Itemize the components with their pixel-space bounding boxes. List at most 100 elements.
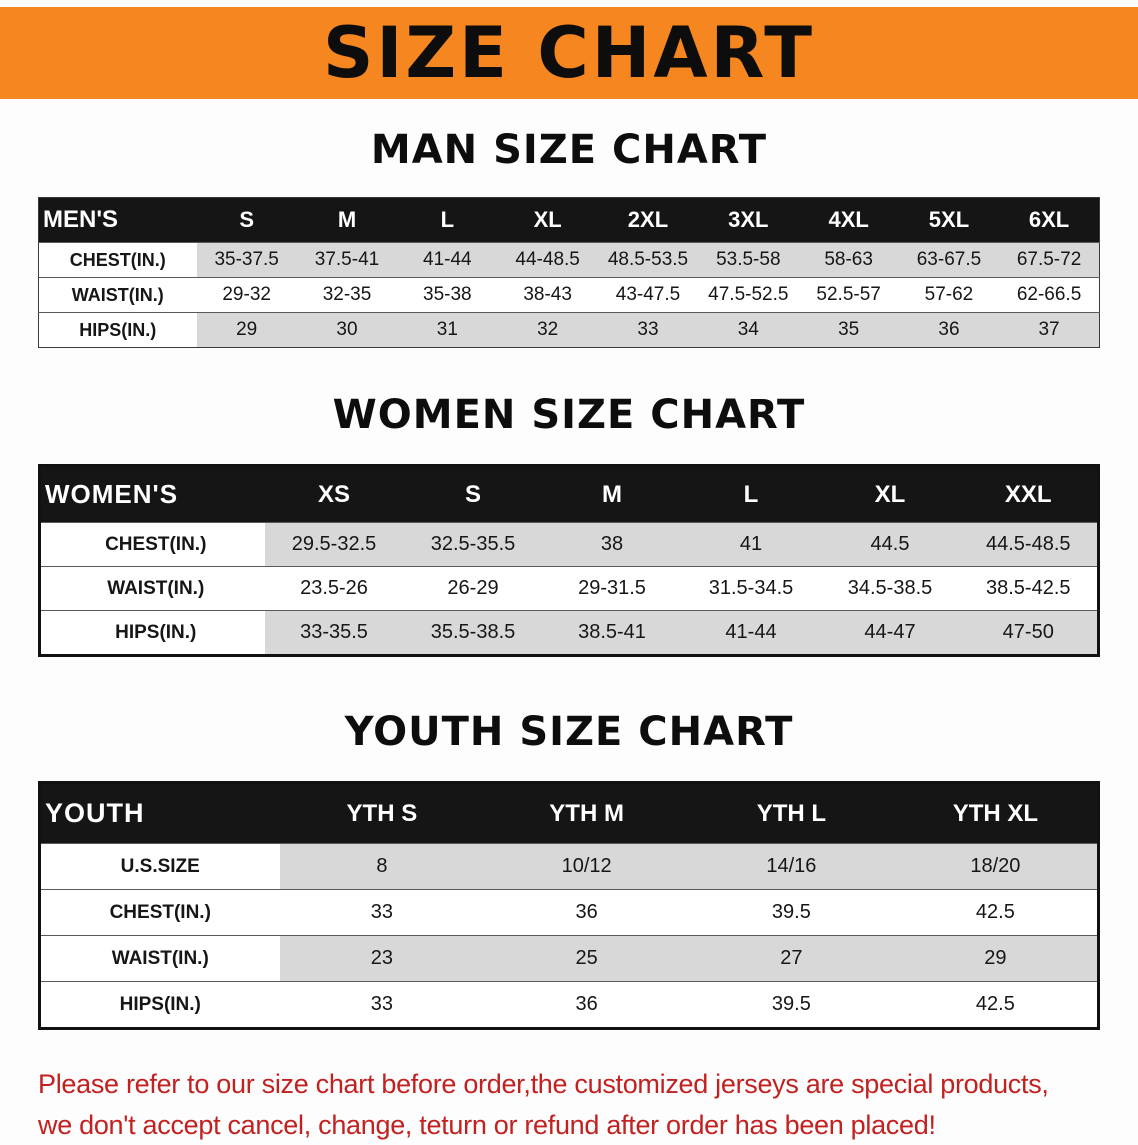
size-cell: 26-29 <box>404 567 543 611</box>
youth-table-title-cell: YOUTH <box>40 783 280 844</box>
size-cell: 29-31.5 <box>543 567 682 611</box>
size-cell: 32 <box>497 313 597 348</box>
size-cell: 38.5-42.5 <box>960 567 1099 611</box>
table-row: WAIST(IN.) 23.5-26 26-29 29-31.5 31.5-34… <box>40 567 1099 611</box>
size-cell: 8 <box>280 844 485 890</box>
banner: SIZE CHART <box>0 7 1138 99</box>
size-cell: 33-35.5 <box>265 611 404 656</box>
men-section: MAN SIZE CHART MEN'S S M L XL 2XL 3XL 4X… <box>0 127 1138 348</box>
measure-label: WAIST(IN.) <box>40 936 280 982</box>
size-header-cell: 5XL <box>899 198 999 243</box>
size-cell: 34 <box>698 313 798 348</box>
size-cell: 32-35 <box>297 278 397 313</box>
youth-section: YOUTH SIZE CHART YOUTH YTH S YTH M YTH L… <box>0 709 1138 1030</box>
disclaimer-line-2: we don't accept cancel, change, teturn o… <box>38 1105 1138 1145</box>
size-header-cell: 2XL <box>598 198 698 243</box>
size-header-cell: XS <box>265 466 404 523</box>
women-size-table: WOMEN'S XS S M L XL XXL CHEST(IN.) 29.5-… <box>38 464 1100 657</box>
measure-label: WAIST(IN.) <box>40 567 265 611</box>
size-cell: 42.5 <box>894 890 1099 936</box>
table-row: CHEST(IN.) 33 36 39.5 42.5 <box>40 890 1099 936</box>
size-header-cell: S <box>404 466 543 523</box>
measure-label: HIPS(IN.) <box>40 982 280 1029</box>
size-header-cell: YTH XL <box>894 783 1099 844</box>
size-cell: 18/20 <box>894 844 1099 890</box>
size-header-cell: 6XL <box>999 198 1099 243</box>
size-cell: 35-38 <box>397 278 497 313</box>
size-header-cell: YTH S <box>280 783 485 844</box>
measure-label: U.S.SIZE <box>40 844 280 890</box>
size-cell: 48.5-53.5 <box>598 243 698 278</box>
size-cell: 31.5-34.5 <box>682 567 821 611</box>
size-cell: 58-63 <box>798 243 898 278</box>
size-cell: 35-37.5 <box>197 243 297 278</box>
size-cell: 42.5 <box>894 982 1099 1029</box>
youth-section-heading: YOUTH SIZE CHART <box>0 709 1138 755</box>
women-table-header-row: WOMEN'S XS S M L XL XXL <box>40 466 1099 523</box>
men-section-heading: MAN SIZE CHART <box>0 127 1138 173</box>
size-cell: 33 <box>280 890 485 936</box>
disclaimer: Please refer to our size chart before or… <box>38 1064 1138 1145</box>
youth-size-table: YOUTH YTH S YTH M YTH L YTH XL U.S.SIZE … <box>38 781 1100 1030</box>
size-cell: 27 <box>689 936 894 982</box>
table-row: HIPS(IN.) 29 30 31 32 33 34 35 36 37 <box>39 313 1100 348</box>
size-cell: 63-67.5 <box>899 243 999 278</box>
table-row: WAIST(IN.) 23 25 27 29 <box>40 936 1099 982</box>
size-cell: 53.5-58 <box>698 243 798 278</box>
size-cell: 39.5 <box>689 982 894 1029</box>
size-cell: 57-62 <box>899 278 999 313</box>
disclaimer-line-1: Please refer to our size chart before or… <box>38 1064 1138 1105</box>
size-cell: 41-44 <box>397 243 497 278</box>
size-cell: 38 <box>543 523 682 567</box>
size-header-cell: M <box>543 466 682 523</box>
size-chart-page: SIZE CHART MAN SIZE CHART MEN'S S M L XL… <box>0 7 1138 1145</box>
size-cell: 33 <box>280 982 485 1029</box>
size-cell: 36 <box>899 313 999 348</box>
measure-label: HIPS(IN.) <box>40 611 265 656</box>
size-header-cell: XL <box>497 198 597 243</box>
table-row: WAIST(IN.) 29-32 32-35 35-38 38-43 43-47… <box>39 278 1100 313</box>
page-title: SIZE CHART <box>323 12 815 94</box>
size-cell: 43-47.5 <box>598 278 698 313</box>
size-cell: 38-43 <box>497 278 597 313</box>
table-row: U.S.SIZE 8 10/12 14/16 18/20 <box>40 844 1099 890</box>
size-cell: 52.5-57 <box>798 278 898 313</box>
size-cell: 35.5-38.5 <box>404 611 543 656</box>
size-cell: 23 <box>280 936 485 982</box>
size-cell: 37 <box>999 313 1099 348</box>
size-cell: 10/12 <box>484 844 689 890</box>
women-section: WOMEN SIZE CHART WOMEN'S XS S M L XL XXL… <box>0 392 1138 657</box>
size-cell: 41-44 <box>682 611 821 656</box>
table-row: HIPS(IN.) 33 36 39.5 42.5 <box>40 982 1099 1029</box>
size-header-cell: L <box>682 466 821 523</box>
women-section-heading: WOMEN SIZE CHART <box>0 392 1138 438</box>
size-cell: 67.5-72 <box>999 243 1099 278</box>
measure-label: CHEST(IN.) <box>40 890 280 936</box>
size-cell: 36 <box>484 890 689 936</box>
size-cell: 37.5-41 <box>297 243 397 278</box>
size-cell: 34.5-38.5 <box>821 567 960 611</box>
size-cell: 14/16 <box>689 844 894 890</box>
size-cell: 25 <box>484 936 689 982</box>
size-cell: 31 <box>397 313 497 348</box>
size-header-cell: S <box>197 198 297 243</box>
size-cell: 44-47 <box>821 611 960 656</box>
size-cell: 41 <box>682 523 821 567</box>
size-cell: 39.5 <box>689 890 894 936</box>
size-cell: 44.5 <box>821 523 960 567</box>
size-header-cell: 3XL <box>698 198 798 243</box>
youth-table-header-row: YOUTH YTH S YTH M YTH L YTH XL <box>40 783 1099 844</box>
men-table-header-row: MEN'S S M L XL 2XL 3XL 4XL 5XL 6XL <box>39 198 1100 243</box>
size-header-cell: YTH M <box>484 783 689 844</box>
size-cell: 62-66.5 <box>999 278 1099 313</box>
size-header-cell: M <box>297 198 397 243</box>
size-cell: 29 <box>894 936 1099 982</box>
measure-label: CHEST(IN.) <box>39 243 197 278</box>
size-header-cell: XL <box>821 466 960 523</box>
men-table-title-cell: MEN'S <box>39 198 197 243</box>
size-cell: 33 <box>598 313 698 348</box>
size-header-cell: 4XL <box>798 198 898 243</box>
size-cell: 44.5-48.5 <box>960 523 1099 567</box>
size-cell: 36 <box>484 982 689 1029</box>
size-cell: 32.5-35.5 <box>404 523 543 567</box>
